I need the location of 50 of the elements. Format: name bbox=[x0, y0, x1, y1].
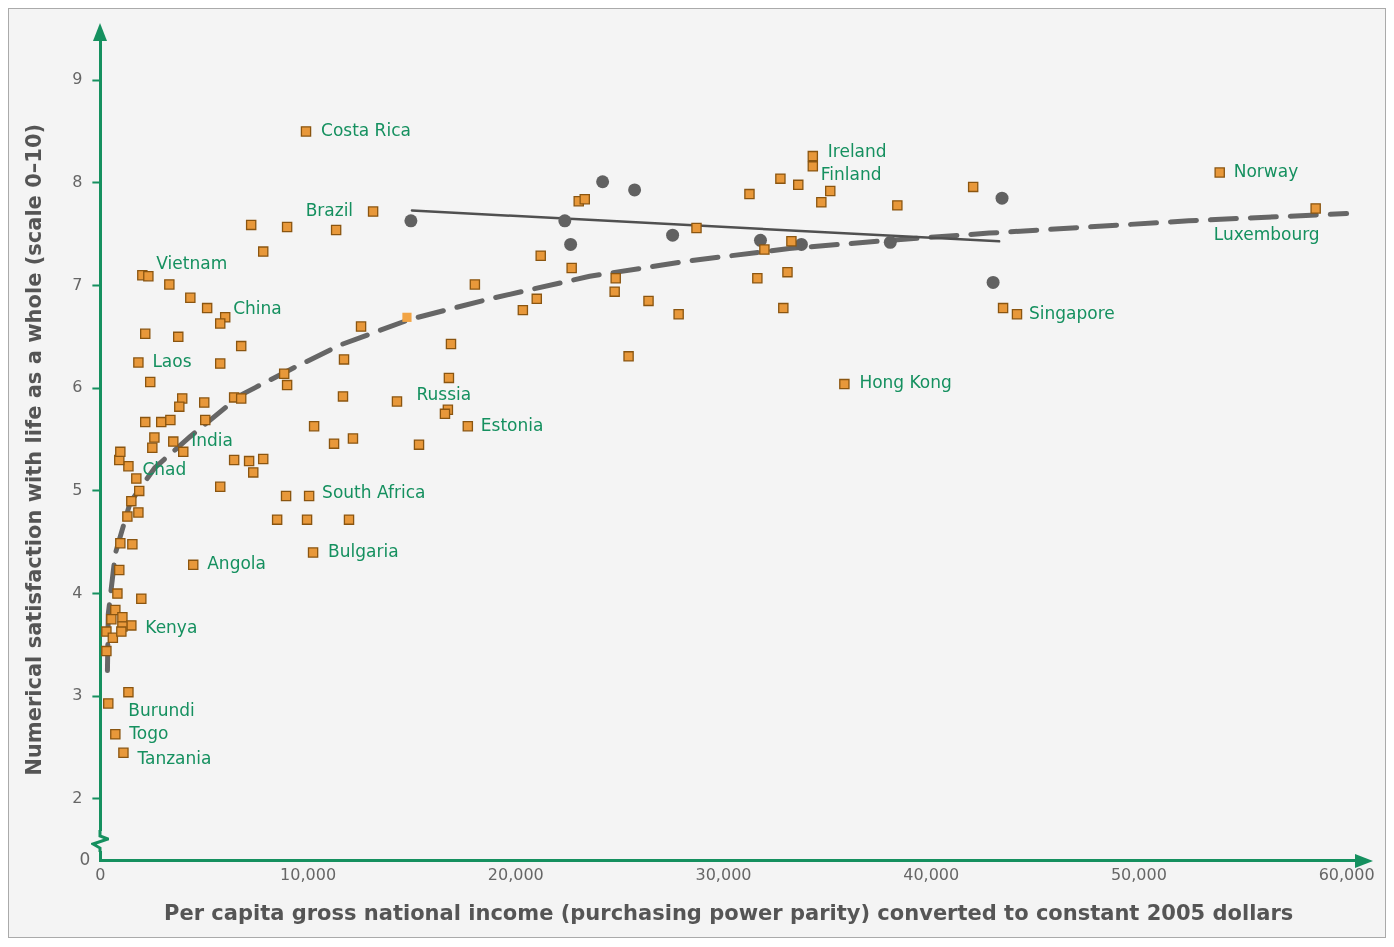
annotation: Costa Rica bbox=[321, 119, 411, 140]
annotation: Kenya bbox=[145, 616, 198, 637]
text: 0 bbox=[79, 849, 91, 870]
y-tick-label: 7 bbox=[72, 274, 83, 294]
point bbox=[666, 228, 680, 242]
x-tick-label: 10,000 bbox=[280, 865, 337, 885]
annotation: China bbox=[233, 297, 282, 318]
annotation: Tanzania bbox=[136, 748, 212, 769]
annotation: Norway bbox=[1233, 160, 1299, 181]
annotation: Russia bbox=[416, 384, 472, 405]
annotation: Vietnam bbox=[156, 252, 228, 273]
y-tick-label: 3 bbox=[72, 685, 83, 705]
x-tick-label: 40,000 bbox=[903, 865, 960, 885]
point bbox=[995, 191, 1009, 205]
y-tick-label: 8 bbox=[72, 171, 83, 191]
annotation: Laos bbox=[152, 350, 192, 371]
point bbox=[628, 183, 642, 197]
y-tick-label: 5 bbox=[72, 480, 83, 500]
x-tick-label: 20,000 bbox=[487, 865, 544, 885]
annotation: Bulgaria bbox=[328, 540, 399, 561]
annotation: Luxembourg bbox=[1213, 223, 1320, 244]
x-tick-label: 30,000 bbox=[695, 865, 752, 885]
annotation: Angola bbox=[207, 553, 266, 574]
y-axis-title: Numerical satisfaction with life as a whole (scale 0–10) bbox=[22, 123, 47, 776]
x-axis-title: Per capita gross national income (purchasing power parity) converted to constant 2005 dollars bbox=[164, 900, 1294, 925]
point bbox=[596, 175, 610, 189]
x-tick-label: 0 bbox=[95, 865, 106, 885]
point bbox=[564, 237, 578, 251]
annotation: India bbox=[191, 430, 233, 451]
y-tick-label: 6 bbox=[72, 377, 83, 397]
y-tick-label: 2 bbox=[72, 788, 83, 808]
x-tick-label: 60,000 bbox=[1318, 865, 1375, 885]
annotation: Estonia bbox=[480, 414, 544, 435]
y-tick-label: 4 bbox=[72, 582, 83, 602]
annotation: Brazil bbox=[305, 199, 354, 220]
annotation: Singapore bbox=[1028, 302, 1115, 323]
annotation: Ireland bbox=[827, 141, 887, 162]
annotation: South Africa bbox=[322, 482, 426, 503]
x-tick-label: 50,000 bbox=[1110, 865, 1167, 885]
point bbox=[404, 214, 418, 228]
y-tick-label: 9 bbox=[72, 69, 83, 89]
point bbox=[986, 275, 1000, 289]
annotation: Togo bbox=[128, 722, 169, 743]
annotation: Burundi bbox=[128, 699, 195, 720]
point bbox=[558, 214, 572, 228]
point bbox=[402, 312, 412, 322]
point bbox=[883, 235, 897, 249]
annotation: Hong Kong bbox=[859, 372, 952, 393]
point bbox=[794, 237, 808, 251]
annotation: Finland bbox=[820, 163, 882, 184]
